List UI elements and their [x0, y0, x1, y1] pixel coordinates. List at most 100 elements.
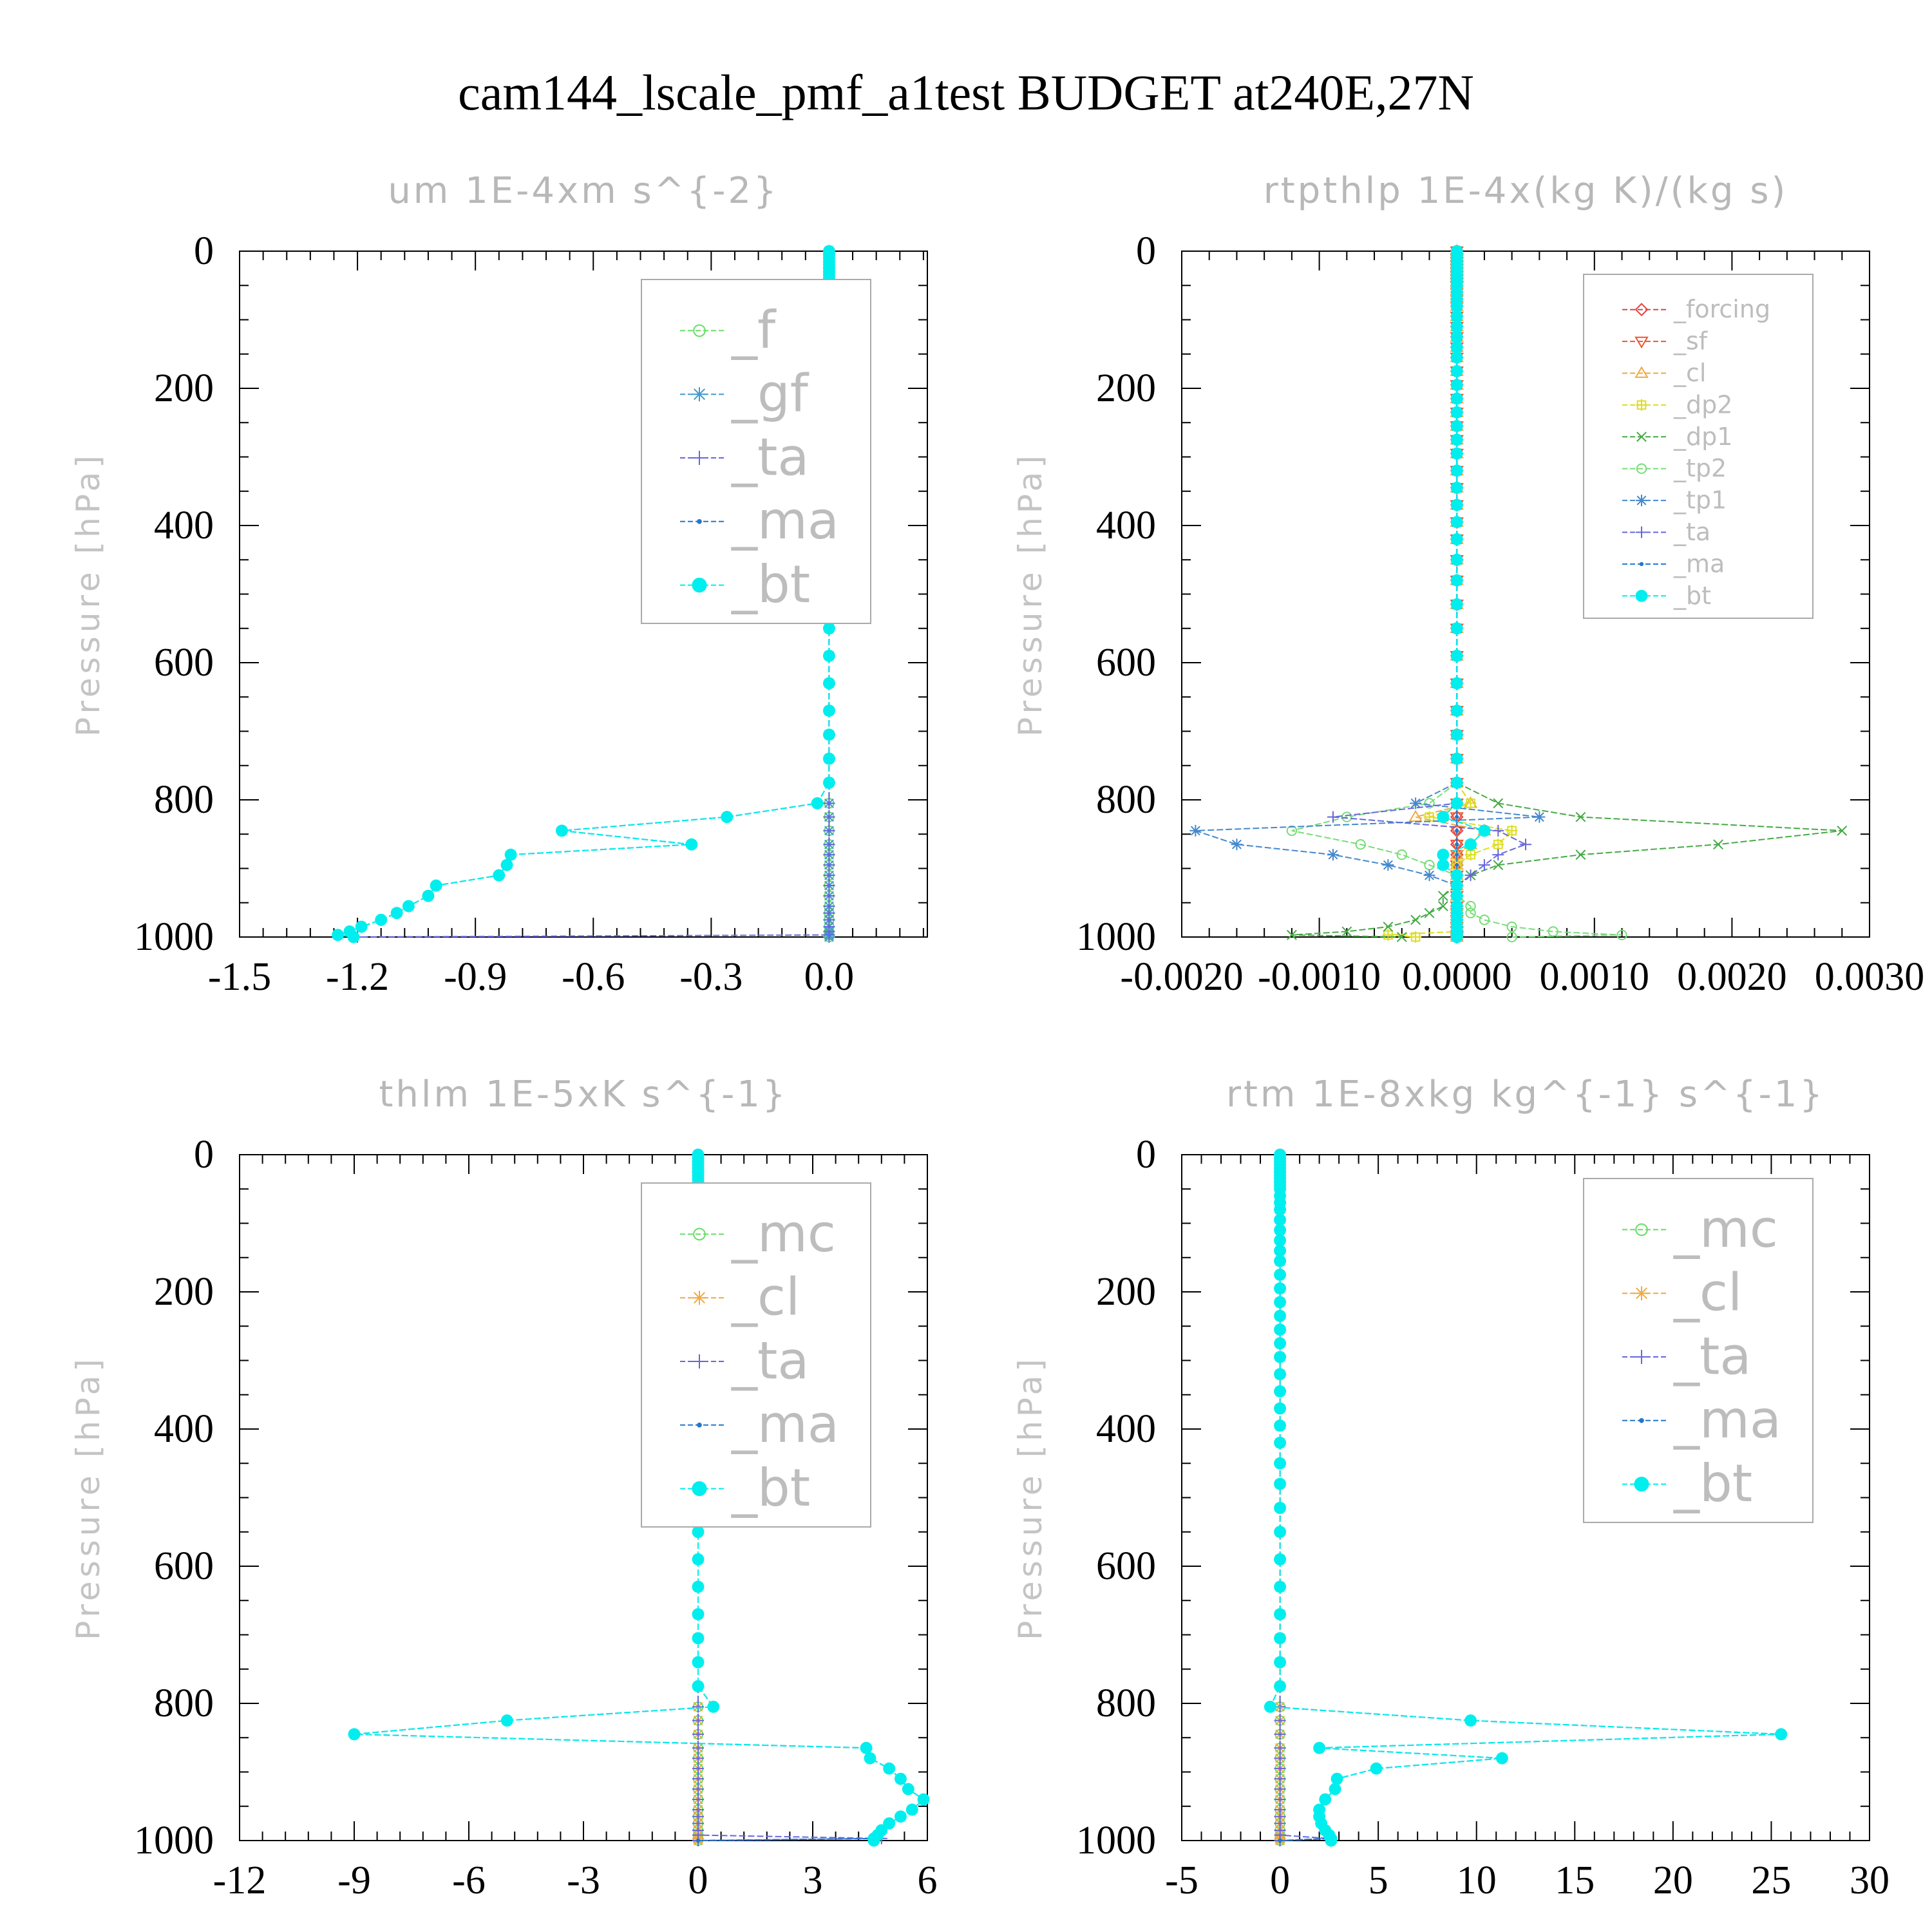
- data-point-bt: [1478, 824, 1491, 837]
- data-point-bt: [895, 1810, 907, 1823]
- data-point-bt: [692, 1553, 705, 1566]
- legend-label: _bt: [731, 1458, 810, 1518]
- x-tick-label: -1.5: [208, 955, 271, 999]
- data-point-bt: [1274, 1553, 1287, 1566]
- x-tick-label: 6: [918, 1859, 938, 1902]
- chart-panel-2: rtpthlp 1E-4x(kg K)/(kg s) Pressure [hPa]…: [1012, 170, 1924, 999]
- data-point-ta: [1478, 859, 1490, 871]
- legend-label: _mc: [1673, 1199, 1778, 1259]
- data-point-dp2: [1492, 838, 1504, 851]
- data-point-bt: [348, 1728, 361, 1741]
- data-point-bt: [1274, 1656, 1287, 1669]
- data-point-bt: [883, 1762, 896, 1775]
- data-point-bt: [1370, 1762, 1383, 1775]
- data-point-tp1: [1423, 869, 1435, 882]
- data-point-ta: [692, 1794, 704, 1806]
- y-tick-label: 800: [154, 1681, 214, 1725]
- data-point-bt: [1450, 433, 1463, 446]
- data-point-bt: [1450, 379, 1463, 392]
- y-tick-label: 1000: [134, 1819, 214, 1862]
- data-point-bt: [1274, 1203, 1287, 1216]
- legend-box: [1583, 274, 1814, 619]
- legend: _f_gf_ta_ma_bt: [641, 279, 871, 624]
- data-point-bt: [1450, 498, 1463, 511]
- data-point-tp2: [1616, 929, 1627, 941]
- data-point-bt: [721, 811, 734, 824]
- data-point-tp1: [1382, 859, 1394, 871]
- data-point-ma: [1455, 863, 1459, 867]
- data-point-tp1: [1533, 811, 1546, 823]
- data-point-bt: [1274, 1296, 1287, 1309]
- data-point-ta: [823, 880, 835, 892]
- legend-label: _ma: [731, 1394, 839, 1454]
- x-tick-label: 15: [1555, 1859, 1595, 1902]
- data-point-tp2: [1424, 798, 1435, 809]
- data-point-bt: [1450, 330, 1463, 343]
- data-point-tp2: [1506, 921, 1517, 933]
- chart-panel-4: rtm 1E-8xkg kg^{-1} s^{-1} Pressure [hPa]…: [1012, 1074, 1889, 1902]
- legend-marker-cl: [1634, 1286, 1649, 1301]
- y-tick-label: 600: [154, 1544, 214, 1588]
- y-tick-label: 0: [194, 229, 214, 273]
- data-point-bt: [692, 1580, 705, 1593]
- data-point-bt: [1325, 1834, 1338, 1847]
- data-point-bt: [1274, 1632, 1287, 1645]
- data-point-bt: [1274, 1255, 1287, 1267]
- legend-marker-tp2: [1636, 463, 1647, 474]
- data-point-ta: [692, 1714, 704, 1727]
- legend-marker-mc: [1635, 1223, 1648, 1236]
- data-point-bt: [685, 838, 698, 851]
- legend-label: _bt: [1673, 582, 1711, 610]
- data-point-bt: [1450, 931, 1463, 943]
- y-tick-label: 800: [1096, 1681, 1156, 1725]
- x-tick-label: 0: [1270, 1859, 1290, 1902]
- data-point-bt: [1464, 1714, 1477, 1727]
- data-point-bt: [692, 1656, 705, 1669]
- data-point-tp2: [1286, 825, 1298, 837]
- data-point-ta: [823, 849, 835, 861]
- data-point-bt: [1274, 1608, 1287, 1620]
- panel-title: thlm 1E-5xK s^{-1}: [379, 1074, 788, 1115]
- data-point-dp1: [1437, 901, 1448, 911]
- data-point-bt: [1450, 341, 1463, 354]
- data-point-ta: [823, 929, 835, 941]
- legend-marker-ma: [1639, 562, 1644, 567]
- data-point-bt: [1274, 1323, 1287, 1336]
- data-point-bt: [1274, 1502, 1287, 1514]
- y-tick-label: 400: [154, 504, 214, 547]
- data-point-bt: [692, 1608, 705, 1620]
- x-tick-label: 0.0: [804, 955, 855, 999]
- data-point-bt: [1274, 1282, 1287, 1295]
- data-point-tp2: [1465, 900, 1476, 912]
- data-point-tp2: [1465, 907, 1476, 918]
- data-point-ma: [1455, 853, 1459, 857]
- legend-label: _bt: [1673, 1454, 1752, 1513]
- data-point-bt: [1313, 1741, 1326, 1754]
- y-tick-label: 200: [1096, 1270, 1156, 1314]
- legend-marker-mc: [693, 1227, 706, 1241]
- data-point-ta: [692, 1701, 704, 1713]
- data-point-bt: [1274, 1526, 1287, 1539]
- data-point-bt: [1274, 1244, 1287, 1257]
- legend-marker-ta: [692, 451, 706, 465]
- data-point-bt: [1319, 1793, 1332, 1806]
- data-point-bt: [902, 1783, 914, 1795]
- data-point-bt: [1450, 797, 1463, 810]
- panel-title: um 1E-4xm s^{-2}: [388, 170, 779, 212]
- data-point-ta: [823, 824, 835, 837]
- data-point-bt: [1274, 1213, 1287, 1226]
- data-point-bt: [1274, 1436, 1287, 1449]
- data-point-bt: [1274, 1368, 1287, 1381]
- y-tick-label: 400: [1096, 1407, 1156, 1451]
- data-point-bt: [1450, 677, 1463, 690]
- data-point-bt: [390, 907, 403, 920]
- legend-marker-forcing: [1634, 303, 1649, 317]
- data-point-ta: [1274, 1752, 1286, 1765]
- legend-marker-ta: [1634, 1350, 1649, 1364]
- y-tick-label: 0: [1136, 1133, 1156, 1177]
- data-point-bt: [1274, 1337, 1287, 1350]
- data-point-tp1: [1327, 849, 1339, 861]
- data-point-bt: [493, 869, 506, 882]
- data-point-ta: [1520, 838, 1531, 851]
- data-point-cl: [1408, 810, 1423, 822]
